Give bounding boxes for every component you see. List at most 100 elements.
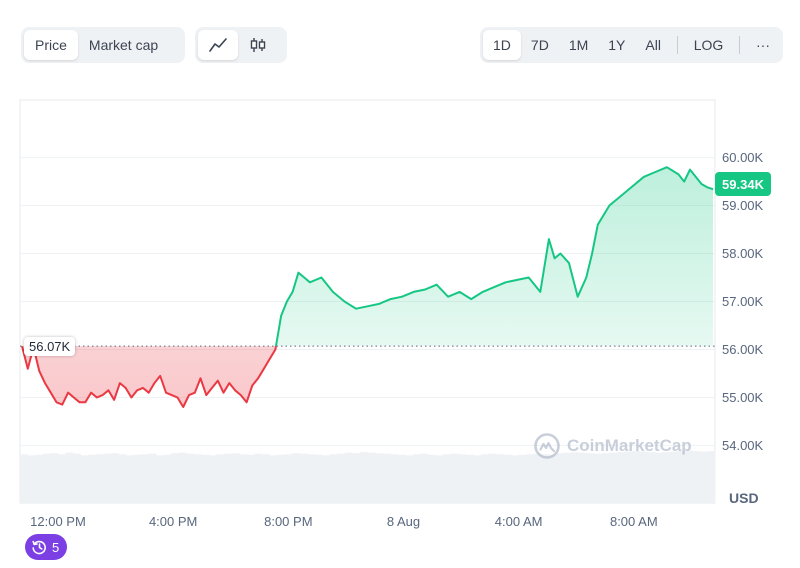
volume-bar <box>133 454 142 503</box>
price-line <box>21 166 714 408</box>
volume-bar <box>201 454 210 503</box>
volume-bar <box>269 455 278 503</box>
range-1m-button[interactable]: 1M <box>568 37 589 53</box>
volume-bar <box>503 454 512 503</box>
volume-bar <box>616 452 625 503</box>
volume-bar <box>427 454 436 503</box>
x-tick-label: 8 Aug <box>387 514 420 529</box>
volume-bar <box>307 454 316 503</box>
time-range-toggle: 1D 7D 1M 1Y All LOG ··· <box>480 27 783 63</box>
coinmarketcap-logo-icon <box>534 433 560 459</box>
volume-bar <box>208 455 217 503</box>
volume-bar <box>110 453 119 503</box>
volume-bar <box>246 454 255 503</box>
volume-bar <box>662 452 671 503</box>
volume-bar <box>375 453 384 503</box>
more-options-button[interactable]: ··· <box>756 37 770 53</box>
volume-bar <box>178 452 187 503</box>
volume-bar <box>155 455 165 503</box>
volume-bar <box>412 454 421 503</box>
watermark-text: CoinMarketCap <box>567 436 692 455</box>
volume-bar <box>352 453 361 503</box>
volume-bar <box>322 455 331 503</box>
volume-bar <box>639 451 648 503</box>
current-price-label: 59.34K <box>715 172 771 196</box>
volume-bar <box>95 454 104 503</box>
volume-bar <box>27 455 36 503</box>
volume-bar <box>624 451 633 503</box>
y-tick-label: 60.00K <box>722 150 764 165</box>
volume-bar <box>699 451 708 503</box>
y-tick-label: 57.00K <box>722 294 764 309</box>
y-tick-label: 55.00K <box>722 390 764 405</box>
volume-bar <box>563 452 572 503</box>
volume-bar <box>171 453 180 503</box>
range-1y-button[interactable]: 1Y <box>608 37 626 53</box>
volume-bar <box>57 454 66 503</box>
baseline-price-label: 56.07K <box>24 337 76 356</box>
volume-bar <box>405 455 414 503</box>
y-tick-label: 59.00K <box>722 198 764 213</box>
volume-bar <box>594 453 603 503</box>
volume-bar <box>42 453 51 503</box>
y-tick-label: 56.00K <box>722 342 764 357</box>
volume-bar <box>654 452 663 503</box>
volume-bar <box>707 451 716 503</box>
volume-bar <box>488 453 497 503</box>
volume-bar <box>118 454 127 503</box>
log-scale-button[interactable]: LOG <box>693 37 724 53</box>
volume-bar <box>72 453 81 503</box>
price-tab[interactable]: Price <box>24 30 78 60</box>
price-area <box>22 167 713 407</box>
volume-bar <box>148 453 157 503</box>
range-all-button[interactable]: All <box>645 37 661 53</box>
toolbar-divider <box>739 36 740 54</box>
events-button[interactable]: 5 <box>25 534 68 560</box>
volume-bar <box>103 453 112 503</box>
volume-bar <box>548 454 557 503</box>
volume-bar <box>518 454 527 503</box>
volume-bar <box>254 453 263 503</box>
volume-bar <box>223 453 233 503</box>
history-icon <box>32 540 46 555</box>
line-chart-icon <box>209 38 227 52</box>
range-1d-button[interactable]: 1D <box>483 30 521 60</box>
volume-bar <box>35 454 44 503</box>
volume-bar <box>367 452 376 503</box>
x-axis: 12:00 PM 4:00 PM 8:00 PM 8 Aug 4:00 AM 8:00 A… <box>30 514 658 529</box>
line-chart-button[interactable] <box>198 30 238 60</box>
x-tick-label: 12:00 PM <box>30 514 86 529</box>
volume-bar <box>435 455 444 503</box>
volume-bar <box>50 453 59 503</box>
volume-bar <box>631 451 640 503</box>
volume-bar <box>80 455 89 503</box>
volume-bar <box>684 450 693 503</box>
metric-toggle: Price Market cap <box>21 27 185 63</box>
volume-bar <box>556 453 565 503</box>
market-cap-tab[interactable]: Market cap <box>88 37 159 53</box>
volume-bar <box>458 454 467 503</box>
volume-bar <box>382 453 391 503</box>
volume-bar <box>87 454 97 503</box>
volume-bar <box>239 454 248 503</box>
candlestick-button[interactable] <box>238 30 278 60</box>
volume-bar <box>20 454 29 503</box>
range-7d-button[interactable]: 7D <box>530 37 549 53</box>
volume-bar <box>533 453 542 503</box>
volume-bar <box>677 451 686 503</box>
volume-bar <box>140 454 149 503</box>
area-below-baseline <box>22 346 276 407</box>
events-count: 5 <box>52 539 60 555</box>
volume-bar <box>193 454 202 503</box>
volume-bar <box>261 454 270 503</box>
volume-bar <box>579 452 588 503</box>
y-tick-label: 54.00K <box>722 438 764 453</box>
volume-bar <box>480 454 489 503</box>
volume-bar <box>647 452 656 503</box>
volume-bar <box>586 453 595 503</box>
volume-bar <box>314 454 323 503</box>
price-line-down <box>21 346 277 408</box>
volume-bar <box>526 454 535 503</box>
volume-bar <box>163 454 172 503</box>
